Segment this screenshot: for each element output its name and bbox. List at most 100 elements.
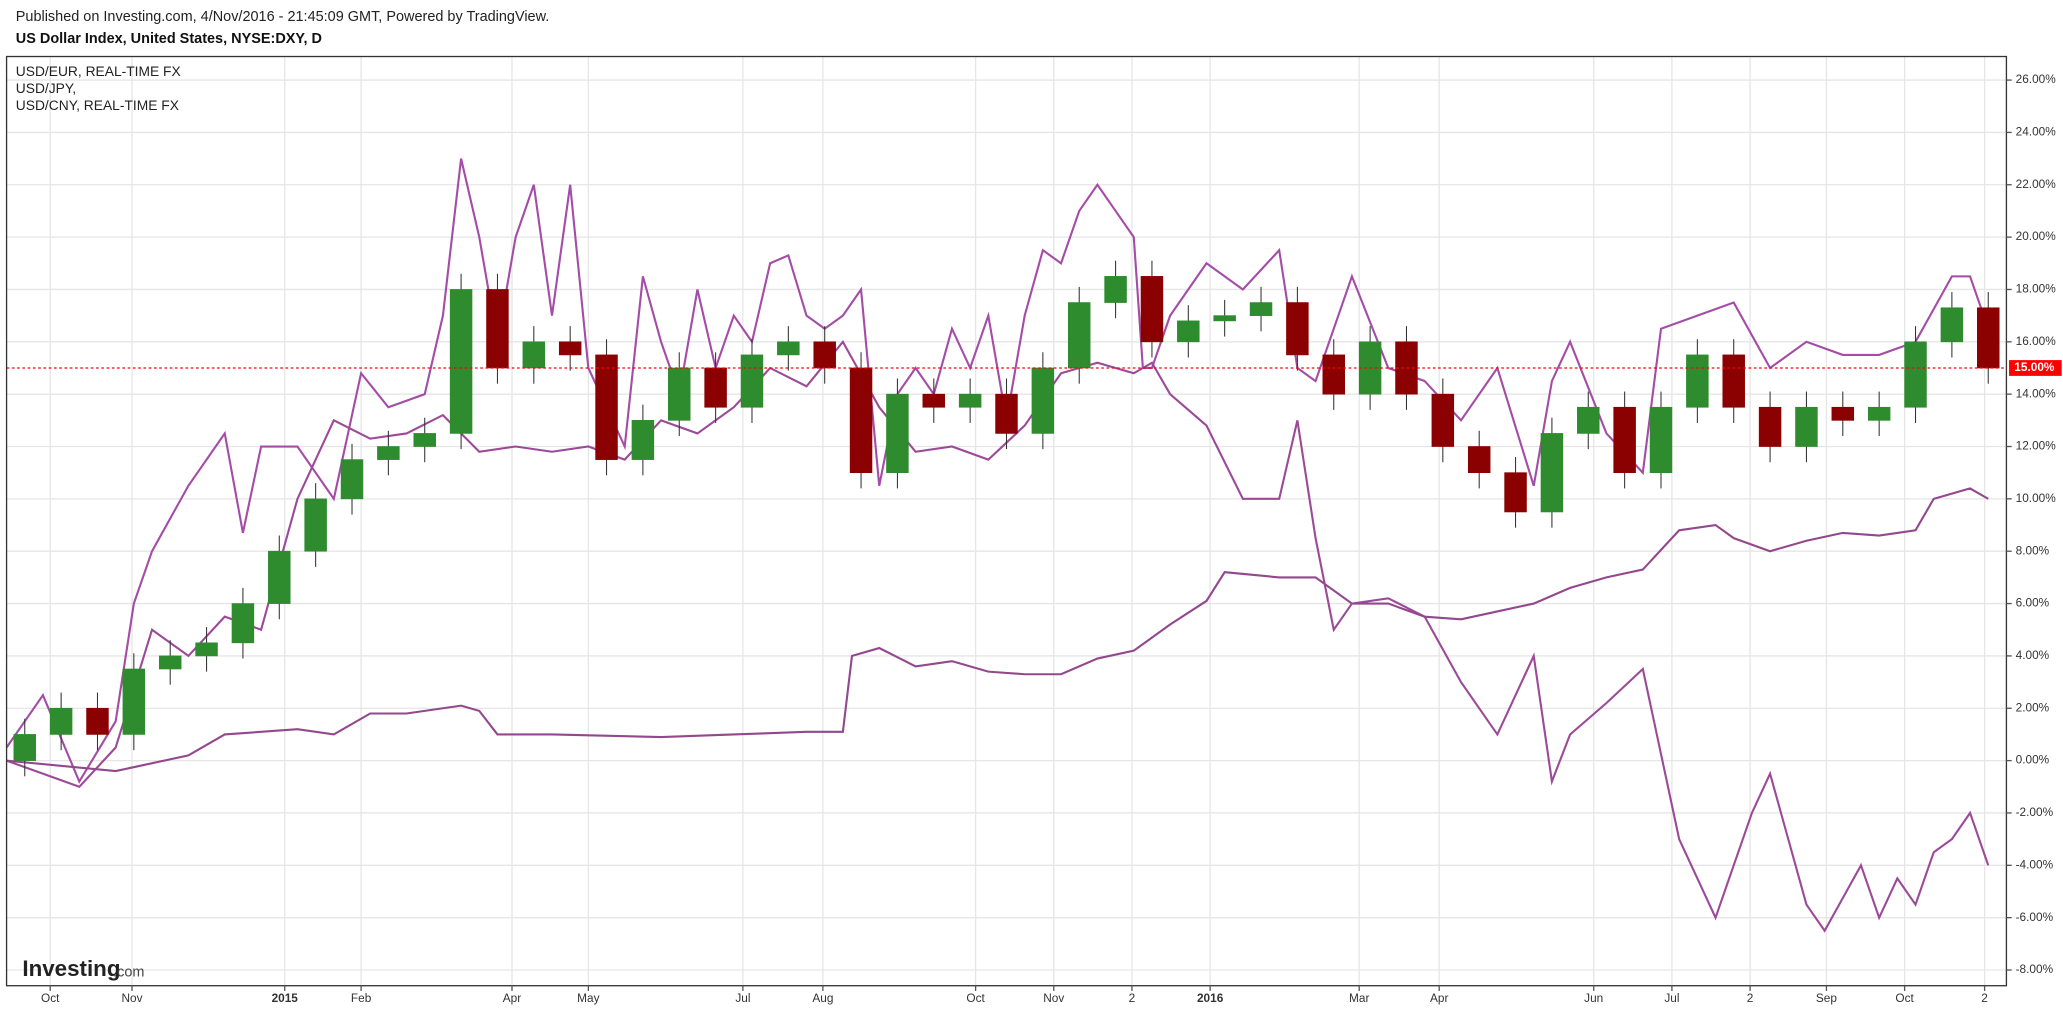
candle-body [1031,367,1055,434]
candle-body [1540,433,1564,513]
candle-body [1177,320,1200,343]
axes: -8.00% -6.00% -4.00% -2.00% 0.00% 2.00% 4.00% 6… [41,72,2062,1005]
candle-body [922,393,946,408]
x-tick-label: Nov [121,991,142,1005]
x-tick-label: Oct [1895,991,1914,1005]
candle-body [777,341,800,356]
legend-entry: USD/CNY, REAL-TIME FX [16,98,179,113]
y-tick-label: 22.00% [2016,177,2057,191]
candle-body [958,393,982,408]
candle-body [231,603,255,644]
candle-body [1758,406,1782,447]
candle-body [122,668,146,735]
y-tick-label: 26.00% [2016,72,2057,86]
candle-body [631,420,655,460]
x-tick-label: 2016 [1197,991,1224,1005]
x-tick-label: 2 [1981,991,1988,1005]
candle-body [1577,406,1600,434]
y-tick-label: -2.00% [2016,805,2054,819]
y-tick-label: 2.00% [2016,700,2050,714]
x-tick-label: Sep [1816,991,1837,1005]
candle-body [1504,472,1527,513]
candle-body [13,734,36,761]
candle-body [449,289,473,434]
candle-body [1831,406,1855,421]
x-tick-label: Jun [1584,991,1603,1005]
logo-suffix: .com [113,964,144,980]
x-tick-label: 2015 [272,991,299,1005]
candle-body [740,354,764,408]
candle-body [1904,341,1927,408]
y-tick-label: 0.00% [2016,753,2050,767]
price-label-box [2009,360,2062,376]
candle-body [1431,393,1455,447]
candle-body [340,459,364,500]
y-tick-label: 4.00% [2016,648,2050,662]
y-tick-label: 18.00% [2016,282,2057,296]
x-tick-label: May [577,991,599,1005]
candle-body [813,341,836,369]
candle-body [1867,406,1891,421]
candle-body [522,341,546,369]
candle-body [668,367,691,421]
candle-body [1140,276,1164,343]
candle-body [1795,406,1818,447]
candle-body [304,498,327,552]
candle-body [1722,354,1745,408]
legend-entry: USD/JPY, [16,81,76,96]
y-tick-label: -4.00% [2016,857,2054,871]
series-line [5,158,1990,784]
candle-body [1977,307,2000,369]
y-tick-label: 12.00% [2016,439,2057,453]
x-tick-label: Apr [1430,991,1448,1005]
y-tick-label: 6.00% [2016,596,2050,610]
candle-body [158,655,182,670]
candle-body [1467,446,1491,474]
candle-body [195,642,218,657]
candle-body [704,367,727,408]
y-tick-label: 24.00% [2016,125,2057,139]
candle-body [86,707,109,735]
candle-body [268,550,291,604]
candle-body [1249,302,1273,316]
marks [5,158,2007,933]
legend: USD/EUR, REAL-TIME FX USD/JPY, USD/CNY, RE… [16,64,181,113]
candle-body [995,393,1018,434]
x-tick-label: Feb [351,991,372,1005]
candle-body [1286,302,1309,356]
candle-body [486,289,509,369]
chart-title: US Dollar Index, United States, NYSE:DXY… [16,31,322,47]
y-tick-label: 20.00% [2016,229,2057,243]
candle-body [1686,354,1709,408]
x-tick-label: Jul [1664,991,1679,1005]
y-tick-label: 16.00% [2016,334,2057,348]
candle-body [1213,315,1236,322]
candle-body [849,367,873,474]
candle-body [886,393,909,474]
x-tick-label: Oct [966,991,985,1005]
x-tick-label: Jul [735,991,750,1005]
candle-body [595,354,618,460]
candle-body [1067,302,1091,369]
candle-body [377,446,400,460]
series-line [6,487,1989,773]
y-tick-label: -8.00% [2016,962,2054,976]
legend-entry: USD/EUR, REAL-TIME FX [16,64,181,79]
candle-body [1940,307,1964,343]
candle-body [1649,406,1673,474]
published-note: Published on Investing.com, 4/Nov/2016 -… [16,9,549,25]
candle-body [49,707,73,735]
x-tick-label: Apr [503,991,521,1005]
plot-frame [5,55,2008,987]
candle-body [413,433,436,447]
price-label: 15.00% [2014,360,2055,374]
logo: Investing [22,956,120,981]
y-tick-label: 10.00% [2016,491,2057,505]
x-tick-label: 2 [1129,991,1136,1005]
y-tick-label: 14.00% [2016,386,2057,400]
y-tick-label: 8.00% [2016,543,2050,557]
x-tick-label: Mar [1349,991,1369,1005]
